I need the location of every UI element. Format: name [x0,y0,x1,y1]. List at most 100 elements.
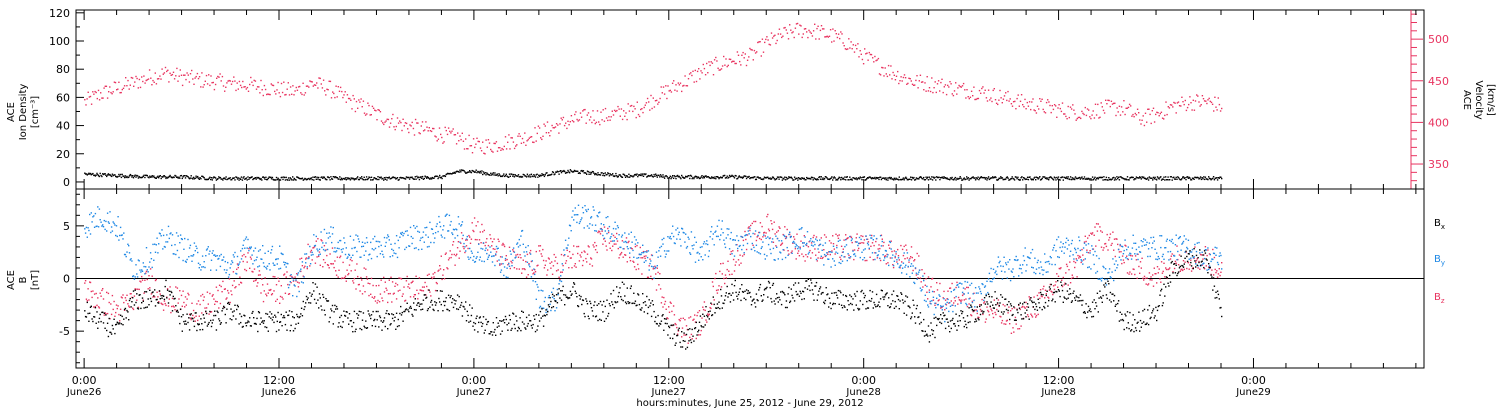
density-point [1047,177,1049,179]
density-point [776,176,779,178]
by-point [932,296,935,298]
bz-point [557,269,559,271]
velocity-point [560,117,562,119]
by-point [529,253,532,255]
by-point [979,288,981,290]
by-point [440,234,442,236]
bz-point [357,275,359,278]
velocity-point [537,125,540,127]
bz-point [309,251,312,253]
velocity-point [931,77,933,79]
velocity-point [950,83,952,85]
bz-point [710,307,712,310]
density-point [664,175,667,177]
velocity-point [1201,95,1204,97]
density-point [877,177,879,179]
density-point [1031,179,1033,181]
bz-point [1130,273,1133,275]
density-point [432,177,434,179]
bz-point [1008,306,1010,308]
velocity-point [976,97,978,100]
bz-point [836,235,839,237]
density-point [666,175,668,178]
bz-point [798,255,801,257]
density-point [784,176,786,178]
density-point [663,177,666,179]
density-point [354,178,356,180]
density-point [1057,176,1060,178]
bz-point [616,232,618,235]
density-point [620,175,622,177]
velocity-point [693,81,695,83]
density-point [881,177,883,179]
bz-point [1174,260,1177,263]
by-point [230,263,232,265]
bz-point [600,227,602,230]
density-point [804,179,806,181]
by-point [547,296,550,299]
by-point [188,256,190,258]
by-point [318,254,320,256]
density-point [992,176,994,178]
density-point [447,173,450,175]
velocity-point [583,109,585,111]
bz-point [1134,273,1136,276]
bz-point [1039,289,1042,291]
density-point [698,177,701,180]
bz-point [675,323,677,326]
density-point [185,175,187,177]
bz-point [594,249,597,251]
bz-point [1159,278,1161,280]
density-point [324,178,326,180]
density-point [702,175,705,178]
by-point [132,275,135,277]
velocity-point [959,85,961,88]
bz-point [1103,247,1105,249]
velocity-point [749,47,751,50]
velocity-point [1147,108,1149,110]
velocity-point [388,126,391,128]
bz-point [260,292,262,294]
by-point [441,236,443,238]
velocity-point [208,74,210,76]
density-point [382,177,384,180]
by-point [406,230,408,232]
bz-point [227,292,230,294]
by-point [765,237,767,239]
density-point [641,174,643,177]
density-point [1084,178,1086,180]
by-point [208,253,210,255]
by-point [255,259,257,261]
bz-point [550,267,552,269]
bz-point [700,329,702,332]
velocity-point [736,51,739,53]
bz-point [1143,275,1146,278]
bz-point [605,245,607,247]
density-point [919,176,922,178]
velocity-point [305,85,308,87]
by-point [395,235,398,237]
bz-point [688,317,690,319]
by-point [137,259,140,261]
by-point [881,240,883,243]
density-point [305,179,308,181]
density-point [386,179,388,181]
bz-point [819,244,821,246]
by-point [722,232,724,234]
density-point [966,178,969,180]
by-point [828,258,830,260]
density-point [275,176,278,179]
bz-point [929,302,931,305]
density-point [265,176,267,178]
bz-point [561,271,563,273]
bz-point [804,260,806,262]
bz-point [1078,255,1081,257]
density-point [522,173,524,176]
density-point [756,176,758,178]
by-point [113,222,115,225]
velocity-point [892,71,894,74]
density-point [225,176,227,178]
velocity-point [316,82,318,84]
by-point [783,234,785,237]
by-point [919,287,922,289]
